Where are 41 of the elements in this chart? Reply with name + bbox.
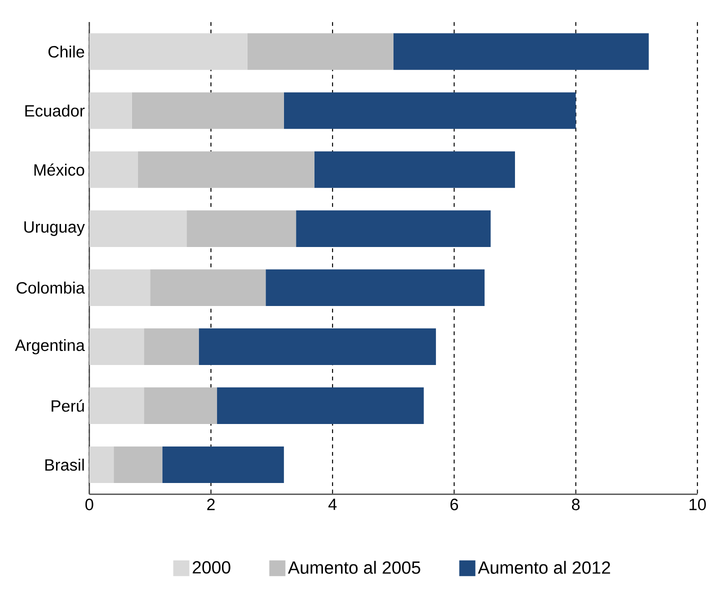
bar	[314, 151, 515, 188]
bar	[89, 446, 114, 484]
x-tick-label: 2	[207, 498, 215, 510]
bar	[132, 92, 284, 129]
bar	[296, 210, 491, 248]
x-tick-label: 4	[328, 498, 337, 510]
y-tick-label: Argentina	[14, 339, 85, 354]
bar	[114, 446, 162, 484]
y-tick-label: Perú	[52, 400, 84, 412]
bar	[266, 269, 485, 306]
legend-label: Aumento al 2012	[478, 560, 610, 574]
x-tick-label: 8	[572, 498, 580, 510]
x-tick-label: 0	[85, 498, 94, 510]
bar	[150, 269, 266, 306]
bar	[393, 33, 649, 70]
bar	[144, 387, 218, 424]
bar	[89, 328, 144, 366]
y-tick-label: Chile	[48, 46, 84, 58]
y-tick-label: Brasil	[45, 458, 84, 471]
bar	[284, 92, 576, 129]
bar	[89, 387, 144, 424]
y-tick-label: Colombia	[16, 282, 85, 294]
bar	[217, 387, 424, 424]
y-tick-label: Ecuador	[25, 104, 85, 117]
bar	[89, 151, 138, 188]
bar	[138, 151, 314, 188]
x-tick-label: 10	[690, 498, 706, 510]
bar	[162, 446, 284, 484]
bar	[89, 33, 248, 70]
bar	[89, 92, 132, 129]
y-tick-label: Uruguay	[24, 221, 85, 236]
bar	[89, 210, 187, 248]
y-tick-label: México	[34, 164, 84, 176]
bar	[144, 328, 199, 366]
legend-label: 2000	[192, 561, 230, 574]
bar	[247, 33, 394, 70]
x-tick-label: 6	[450, 498, 458, 510]
legend-label: Aumento al 2005	[288, 560, 420, 574]
bar	[186, 210, 296, 248]
bar	[89, 269, 150, 306]
bar	[198, 328, 436, 366]
